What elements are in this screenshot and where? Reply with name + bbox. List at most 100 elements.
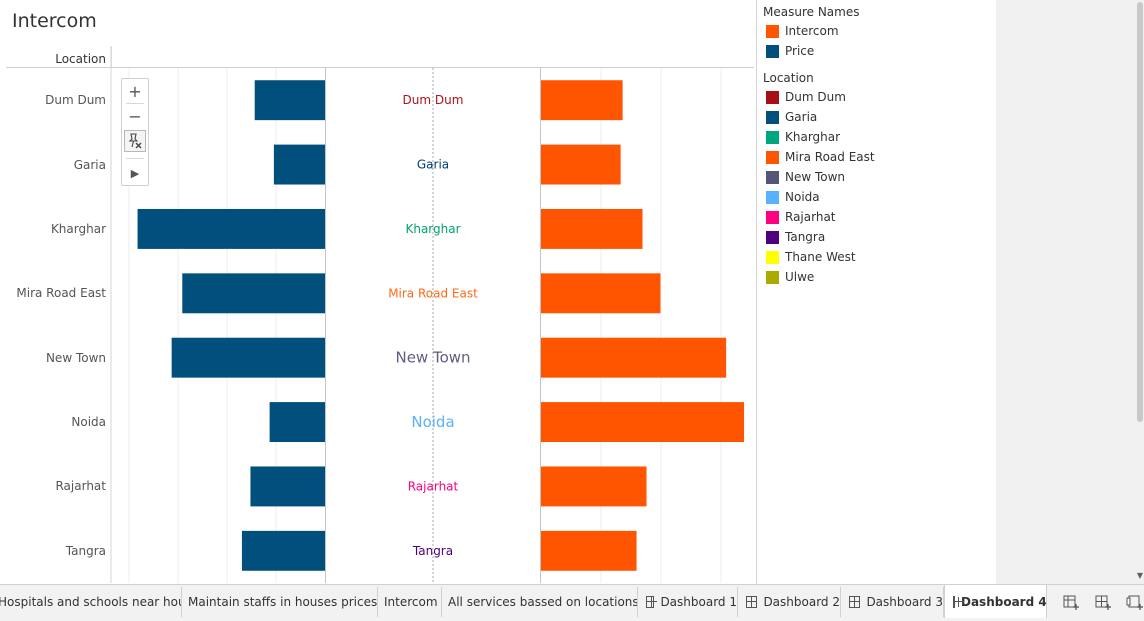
butterfly-bar-chart[interactable]: Dum Dum Garia Kharghar Mira Road East New To… xyxy=(0,0,757,584)
vertical-scrollbar[interactable]: ▼ xyxy=(1136,0,1144,584)
legend-swatch xyxy=(766,270,779,284)
location-center-label[interactable]: Kharghar xyxy=(405,222,460,236)
legend-item-measure[interactable]: Intercom xyxy=(766,22,839,40)
legend-swatch xyxy=(766,230,779,244)
intercom-bar[interactable] xyxy=(541,337,727,378)
sheet-tab[interactable]: Dashboard 1 xyxy=(638,587,738,617)
legend-item-location[interactable]: Dum Dum xyxy=(766,88,846,106)
location-center-label[interactable]: Mira Road East xyxy=(388,286,478,300)
unpin-axes-button[interactable] xyxy=(124,130,146,152)
legend-item-location[interactable]: Thane West xyxy=(766,248,856,266)
viz-area: Intercom Location Dum Dum Garia Kharghar Mi… xyxy=(0,0,757,584)
location-center-label[interactable]: Dum Dum xyxy=(403,93,464,107)
sheet-tab-label: Maintain staffs in houses prices xyxy=(188,595,378,609)
pin-clear-icon xyxy=(128,133,142,149)
expand-toolbar-button[interactable]: ▶ xyxy=(122,161,148,185)
row-label[interactable]: Kharghar xyxy=(50,221,106,236)
location-center-label[interactable]: New Town xyxy=(395,349,470,367)
legend-label: Ulwe xyxy=(785,270,815,284)
legend-label: Thane West xyxy=(785,250,856,264)
price-bar[interactable] xyxy=(269,402,325,443)
intercom-bar[interactable] xyxy=(541,273,661,314)
price-bar[interactable] xyxy=(137,208,325,249)
zoom-out-button[interactable]: − xyxy=(122,104,148,128)
sheet-tab[interactable]: Maintain staffs in houses prices xyxy=(182,587,378,617)
row-label[interactable]: Mira Road East xyxy=(16,286,106,301)
legend-swatch xyxy=(766,24,779,38)
play-icon: ▶ xyxy=(130,166,140,180)
legend-label: Mira Road East xyxy=(785,150,875,164)
sheet-tab-label: All services bassed on locations xyxy=(448,595,638,609)
price-bar[interactable] xyxy=(254,80,325,121)
new-story-button[interactable] xyxy=(1122,589,1144,615)
legend-swatch xyxy=(766,250,779,264)
row-header-location[interactable]: Location xyxy=(55,52,106,66)
price-bar[interactable] xyxy=(273,144,325,185)
legend-item-location[interactable]: Noida xyxy=(766,188,820,206)
legend-pane: Measure Names Intercom Price Location Dum… xyxy=(760,0,996,584)
sheet-tab-label: Hospitals and schools near hous... xyxy=(0,595,181,609)
row-label[interactable]: Tangra xyxy=(65,543,106,558)
legend-item-measure[interactable]: Price xyxy=(766,42,814,60)
legend-label: Tangra xyxy=(785,230,826,244)
new-dashboard-icon xyxy=(1095,595,1111,610)
price-bar[interactable] xyxy=(182,273,325,314)
price-bar[interactable] xyxy=(250,466,325,507)
new-worksheet-button[interactable] xyxy=(1058,589,1084,615)
legend-item-location[interactable]: Tangra xyxy=(766,228,825,246)
intercom-bar[interactable] xyxy=(541,466,647,507)
price-bar[interactable] xyxy=(241,530,325,571)
new-dashboard-button[interactable] xyxy=(1090,589,1116,615)
dashboard-icon xyxy=(746,596,758,608)
intercom-bar[interactable] xyxy=(541,144,621,185)
sheet-tab[interactable]: Dashboard 3 xyxy=(841,587,944,617)
sheet-tab-label: Dashboard 2 xyxy=(763,595,840,609)
scrollbar-thumb[interactable] xyxy=(1137,2,1143,422)
legend-swatch xyxy=(766,130,779,144)
location-center-label[interactable]: Rajarhat xyxy=(408,479,459,493)
zoom-separator xyxy=(126,158,144,159)
location-center-label[interactable]: Noida xyxy=(411,413,454,431)
legend-item-location[interactable]: Kharghar xyxy=(766,128,840,146)
legend-item-location[interactable]: Garia xyxy=(766,108,817,126)
intercom-bar[interactable] xyxy=(541,208,643,249)
dashboard-icon xyxy=(646,596,658,608)
legend-swatch xyxy=(766,190,779,204)
legend-label: Dum Dum xyxy=(785,90,846,104)
sheet-tab[interactable]: All services bassed on locations xyxy=(442,587,638,617)
sheet-tab[interactable]: Dashboard 4 xyxy=(944,585,1047,618)
legend-swatch xyxy=(766,110,779,124)
row-label[interactable]: Rajarhat xyxy=(55,479,106,494)
legend-label: Garia xyxy=(785,110,818,124)
location-center-label[interactable]: Garia xyxy=(417,158,449,172)
minus-icon: − xyxy=(128,106,142,126)
sheet-tab-label: Dashboard 4 xyxy=(961,594,1047,609)
legend-label: Noida xyxy=(785,190,820,204)
sheet-tab-bar: Hospitals and schools near hous... Mainta… xyxy=(0,584,1144,621)
zoom-in-button[interactable]: + xyxy=(122,79,148,103)
intercom-bar[interactable] xyxy=(541,80,623,121)
row-label[interactable]: New Town xyxy=(45,350,106,365)
legend-item-location[interactable]: New Town xyxy=(766,168,845,186)
sheet-tab[interactable]: Intercom xyxy=(378,587,442,617)
zoom-separator xyxy=(126,103,144,104)
intercom-bar[interactable] xyxy=(541,530,637,571)
sheet-tab[interactable]: Dashboard 2 xyxy=(738,587,841,617)
zoom-toolbar: + − ▶ xyxy=(121,78,149,186)
row-label[interactable]: Noida xyxy=(71,415,106,430)
legend-item-location[interactable]: Mira Road East xyxy=(766,148,875,166)
dashboard-icon xyxy=(953,595,964,608)
intercom-bar[interactable] xyxy=(541,402,745,443)
legend-item-location[interactable]: Rajarhat xyxy=(766,208,836,226)
new-worksheet-icon xyxy=(1063,595,1079,610)
sheet-tab-label: Dashboard 3 xyxy=(866,595,943,609)
dashboard-icon xyxy=(849,596,861,608)
sheet-tab[interactable]: Hospitals and schools near hous... xyxy=(0,587,182,617)
price-bar[interactable] xyxy=(171,337,325,378)
legend-label: New Town xyxy=(785,170,846,184)
legend-item-location[interactable]: Ulwe xyxy=(766,268,814,286)
location-center-label[interactable]: Tangra xyxy=(412,544,453,558)
row-label[interactable]: Dum Dum xyxy=(45,93,106,108)
row-label[interactable]: Garia xyxy=(73,157,106,172)
scroll-down-arrow-icon[interactable]: ▼ xyxy=(1136,571,1144,580)
